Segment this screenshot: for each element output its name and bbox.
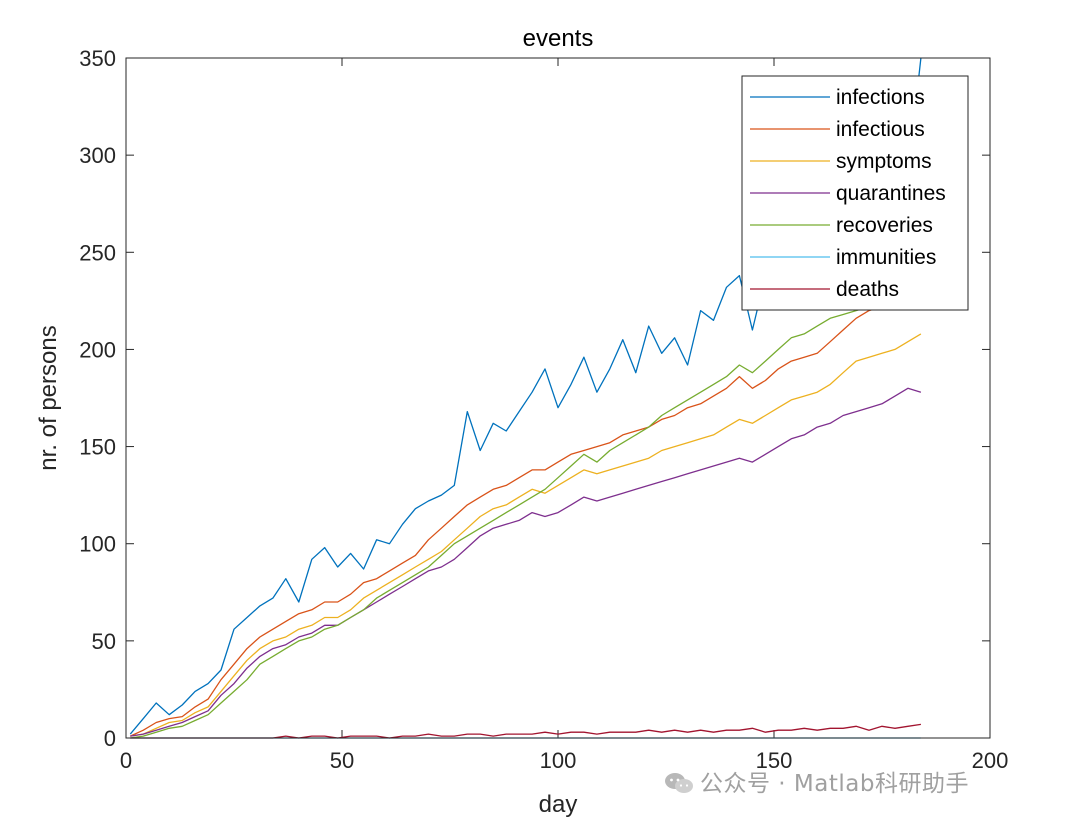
y-tick-label: 350 [79, 46, 116, 71]
y-axis-title: nr. of persons [35, 325, 62, 470]
legend-label-infections: infections [836, 86, 925, 109]
series-line-symptoms [130, 333, 922, 737]
series-line-recoveries [130, 290, 922, 739]
x-tick-label: 0 [120, 748, 132, 773]
chart-title: events [523, 25, 594, 52]
axis-tick-labels: 0 50 100 150 200 0 50 100 150 200 250 300 350 [79, 46, 1008, 773]
x-tick-label: 50 [330, 748, 354, 773]
y-tick-label: 250 [79, 240, 116, 265]
legend-label-symptoms: symptoms [836, 150, 932, 173]
legend-label-immunities: immunities [836, 246, 936, 269]
legend-label-infectious: infectious [836, 118, 925, 141]
legend-label-quarantines: quarantines [836, 182, 946, 205]
watermark-text: 公众号 · Matlab科研助手 [700, 771, 969, 797]
series-line-quarantines [130, 387, 922, 737]
watermark: 公众号 · Matlab科研助手 [664, 764, 969, 798]
y-tick-label: 300 [79, 143, 116, 168]
x-tick-label: 100 [540, 748, 577, 773]
series-line-infectious [130, 271, 922, 737]
x-tick-label: 200 [972, 748, 1009, 773]
y-tick-label: 150 [79, 435, 116, 460]
y-tick-label: 100 [79, 532, 116, 557]
y-tick-label: 50 [92, 629, 116, 654]
plot-frame [125, 57, 991, 739]
legend-label-recoveries: recoveries [836, 214, 933, 237]
wechat-icon [665, 773, 693, 793]
legend-label-deaths: deaths [836, 278, 899, 301]
legend: infections infectious symptoms quarantines r… [741, 75, 969, 311]
y-tick-label: 0 [104, 726, 116, 751]
x-axis-title: day [539, 791, 578, 818]
x-tick-label: 150 [756, 748, 793, 773]
y-tick-label: 200 [79, 337, 116, 362]
